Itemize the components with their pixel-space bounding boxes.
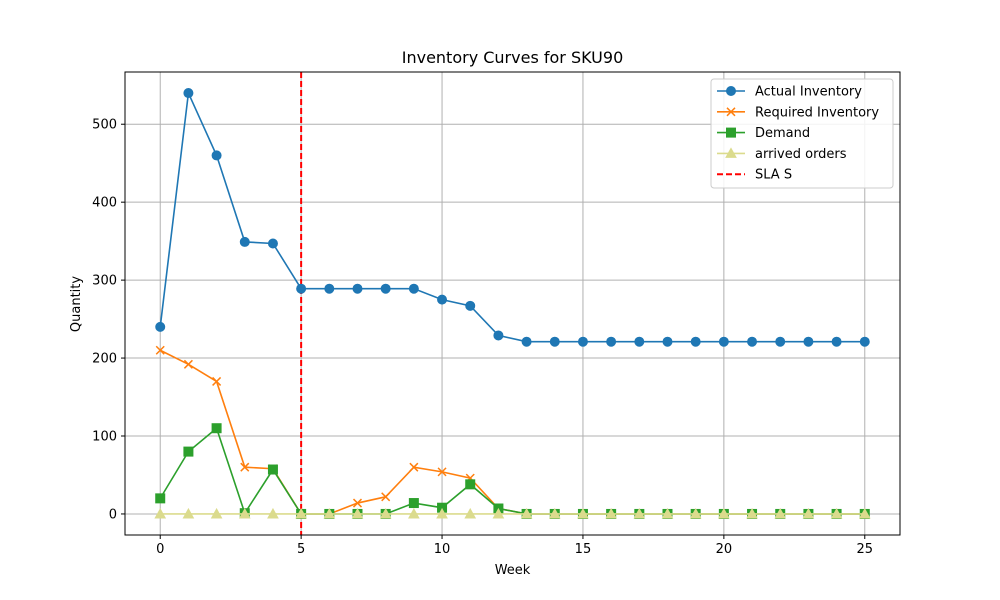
x-tick-label: 10: [434, 542, 451, 557]
data-point-demand: [465, 479, 476, 490]
data-point-actual-inventory: [183, 88, 194, 99]
data-point-arrived-orders: [577, 507, 589, 519]
data-point-arrived-orders: [746, 507, 758, 519]
x-tick-label: 25: [856, 542, 873, 557]
y-tick-label: 200: [92, 352, 117, 367]
data-point-required-inventory: [240, 462, 250, 472]
data-point-actual-inventory: [155, 321, 166, 332]
data-point-arrived-orders: [379, 507, 392, 519]
data-point-arrived-orders: [633, 507, 646, 519]
data-point-demand: [408, 498, 419, 509]
data-point-actual-inventory: [408, 283, 419, 294]
data-point-actual-inventory: [296, 283, 307, 294]
data-point-arrived-orders: [661, 507, 674, 519]
data-point-arrived-orders: [548, 507, 561, 519]
data-point-arrived-orders: [858, 507, 871, 519]
data-point-actual-inventory: [239, 236, 250, 247]
data-point-actual-inventory: [718, 336, 729, 347]
data-point-required-inventory: [155, 345, 165, 355]
legend-marker: [726, 86, 736, 96]
data-point-arrived-orders: [492, 507, 505, 519]
data-point-actual-inventory: [211, 150, 222, 161]
legend: Actual Inventory Required Inventory Demand…: [710, 78, 894, 189]
data-point-actual-inventory: [803, 336, 814, 347]
series-arrived-orders: [154, 507, 871, 519]
data-point-arrived-orders: [323, 507, 336, 519]
data-point-actual-inventory: [634, 336, 645, 347]
data-point-demand: [267, 464, 278, 475]
data-point-actual-inventory: [747, 336, 758, 347]
data-point-arrived-orders: [718, 507, 730, 519]
data-point-actual-inventory: [831, 336, 842, 347]
data-point-arrived-orders: [774, 507, 787, 519]
legend-label: arrived orders: [755, 147, 847, 162]
data-point-required-inventory: [183, 359, 193, 369]
data-point-arrived-orders: [408, 507, 420, 519]
data-point-actual-inventory: [493, 330, 504, 341]
data-point-required-inventory: [381, 492, 391, 502]
legend-label: SLA S: [755, 168, 792, 183]
y-tick-label: 400: [92, 196, 117, 211]
legend-box: [710, 78, 894, 189]
data-point-arrived-orders: [351, 507, 364, 519]
data-point-actual-inventory: [521, 336, 532, 347]
y-tick-label: 500: [92, 118, 117, 133]
data-point-actual-inventory: [690, 336, 701, 347]
data-point-actual-inventory: [380, 283, 391, 294]
legend-label: Actual Inventory: [755, 85, 862, 100]
y-tick-label: 100: [92, 430, 117, 445]
chart-title: Inventory Curves for SKU90: [402, 48, 624, 67]
data-point-arrived-orders: [267, 507, 279, 519]
data-point-actual-inventory: [775, 336, 786, 347]
x-tick-label: 15: [575, 542, 592, 557]
data-point-actual-inventory: [324, 283, 335, 294]
data-point-required-inventory: [212, 376, 222, 386]
data-point-arrived-orders: [802, 507, 815, 519]
data-point-arrived-orders: [154, 507, 167, 519]
data-point-arrived-orders: [238, 507, 251, 519]
data-point-actual-inventory: [465, 300, 476, 311]
data-point-demand: [211, 423, 222, 434]
data-point-arrived-orders: [295, 507, 307, 519]
data-point-arrived-orders: [464, 507, 477, 519]
data-point-actual-inventory: [662, 336, 673, 347]
data-point-actual-inventory: [437, 294, 448, 305]
data-point-arrived-orders: [210, 507, 223, 519]
data-point-actual-inventory: [549, 336, 560, 347]
y-axis-title: Quantity: [69, 276, 84, 332]
axis-ticks: 0 5 10 15 20 25 0 100 200 300 400 500: [92, 118, 873, 557]
data-point-arrived-orders: [605, 507, 617, 519]
data-point-actual-inventory: [577, 336, 588, 347]
data-point-demand: [155, 493, 166, 504]
plot-frame: [124, 71, 901, 536]
series-group: [154, 88, 871, 519]
data-point-arrived-orders: [830, 507, 843, 519]
data-point-actual-inventory: [859, 336, 870, 347]
data-point-arrived-orders: [182, 507, 195, 519]
x-tick-label: 0: [156, 542, 164, 557]
data-point-actual-inventory: [606, 336, 617, 347]
data-point-required-inventory: [409, 462, 419, 472]
data-point-actual-inventory: [352, 283, 363, 294]
data-point-arrived-orders: [689, 507, 702, 519]
data-point-required-inventory: [352, 498, 363, 508]
legend-label: Demand: [755, 126, 810, 141]
legend-marker: [726, 127, 736, 138]
x-axis-title: Week: [495, 563, 531, 578]
legend-label: Required Inventory: [755, 105, 879, 120]
data-point-actual-inventory: [267, 238, 278, 249]
data-point-demand: [183, 446, 194, 457]
y-tick-label: 0: [109, 507, 117, 522]
legend-marker: [726, 107, 736, 117]
x-tick-label: 20: [716, 542, 733, 557]
series-actual-inventory: [155, 88, 870, 347]
y-tick-label: 300: [92, 274, 117, 289]
x-tick-label: 5: [297, 542, 305, 557]
data-point-arrived-orders: [436, 507, 448, 519]
data-point-arrived-orders: [520, 507, 533, 519]
data-point-required-inventory: [437, 467, 447, 477]
legend-marker: [725, 147, 737, 158]
